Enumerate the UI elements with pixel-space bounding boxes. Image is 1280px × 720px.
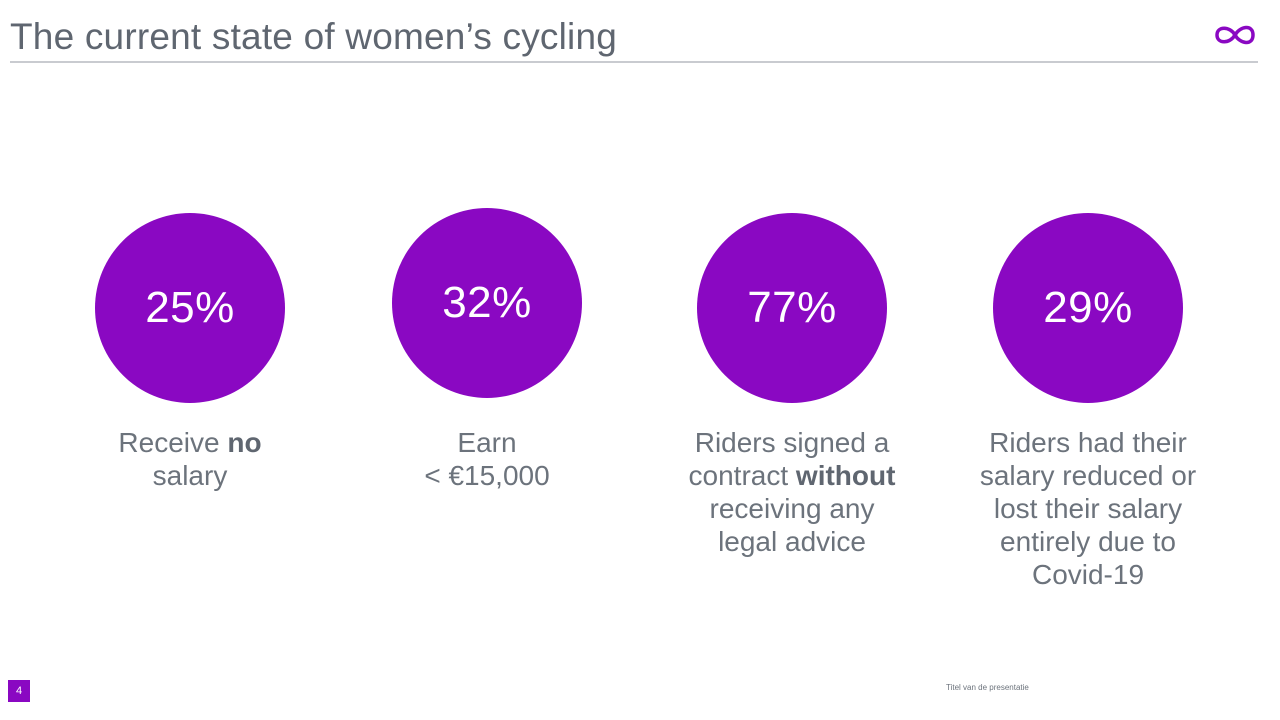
title-divider [10,61,1258,63]
stat-circle-no-salary: 25% [95,213,285,403]
caption-text: salary [152,460,228,491]
stat-caption-earnings: Earn < €15,000 [357,426,617,492]
page-number-badge: 4 [8,680,30,702]
caption-line: contract [688,460,796,491]
caption-line: < €15,000 [424,460,550,491]
caption-emphasis: no [227,427,262,458]
stat-value: 32% [442,278,532,327]
caption-emphasis: without [795,460,896,491]
caption-line: Riders had their [989,427,1187,458]
caption-text: Receive [118,427,228,458]
caption-line: Earn [457,427,517,458]
stat-value: 29% [1043,283,1133,332]
caption-line: salary reduced or [979,460,1197,491]
caption-line: receiving any [709,493,875,524]
caption-line: Covid-19 [1031,559,1145,590]
stat-value: 77% [747,283,837,332]
caption-line: Riders signed a [694,427,890,458]
infinity-logo-icon [1215,25,1255,45]
stat-caption-contract: Riders signed a contract without receivi… [662,426,922,558]
footer-presentation-title: Titel van de presentatie [946,683,1029,692]
stat-circle-covid: 29% [993,213,1183,403]
stat-caption-no-salary: Receive no salary [60,426,320,492]
stat-circle-earnings: 32% [392,208,582,398]
stat-value: 25% [145,283,235,332]
caption-line: lost their salary [993,493,1183,524]
stat-caption-covid: Riders had their salary reduced or lost … [958,426,1218,591]
caption-line: legal advice [718,526,866,557]
slide-title: The current state of women’s cycling [10,16,618,57]
caption-line: entirely due to [1000,526,1176,557]
stat-circle-contract: 77% [697,213,887,403]
